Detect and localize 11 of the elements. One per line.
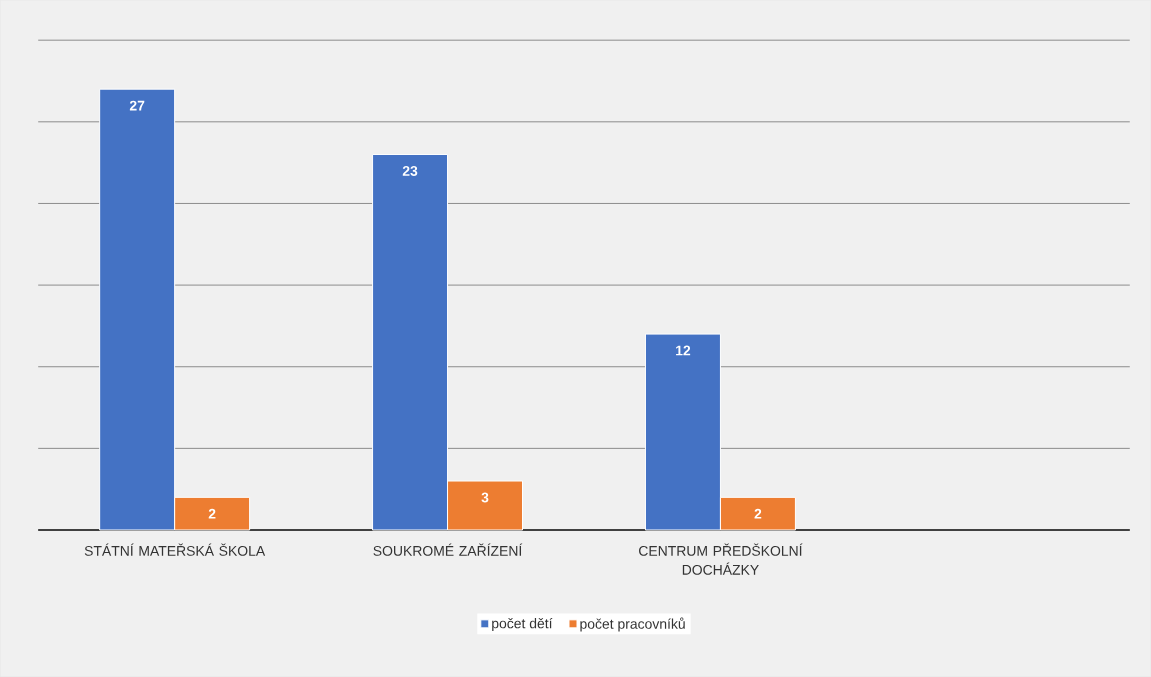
data-label: 2 [208,508,216,519]
x-tick-label: CENTRUM PŘEDŠKOLNÍ DOCHÁZKY [639,543,803,575]
x-tick-label: SOUKROMÉ ZAŘÍZENÍ [373,543,523,556]
data-label: 3 [481,492,489,503]
data-label: 12 [676,345,691,356]
data-label: 2 [754,508,762,519]
legend-label: počet pracovníků [580,617,685,632]
legend-label: počet dětí [492,617,553,632]
data-label: 23 [402,165,418,176]
data-label: 27 [129,100,145,111]
x-tick-label: STÁTNÍ MATEŘSKÁ ŠKOLA [84,543,266,556]
